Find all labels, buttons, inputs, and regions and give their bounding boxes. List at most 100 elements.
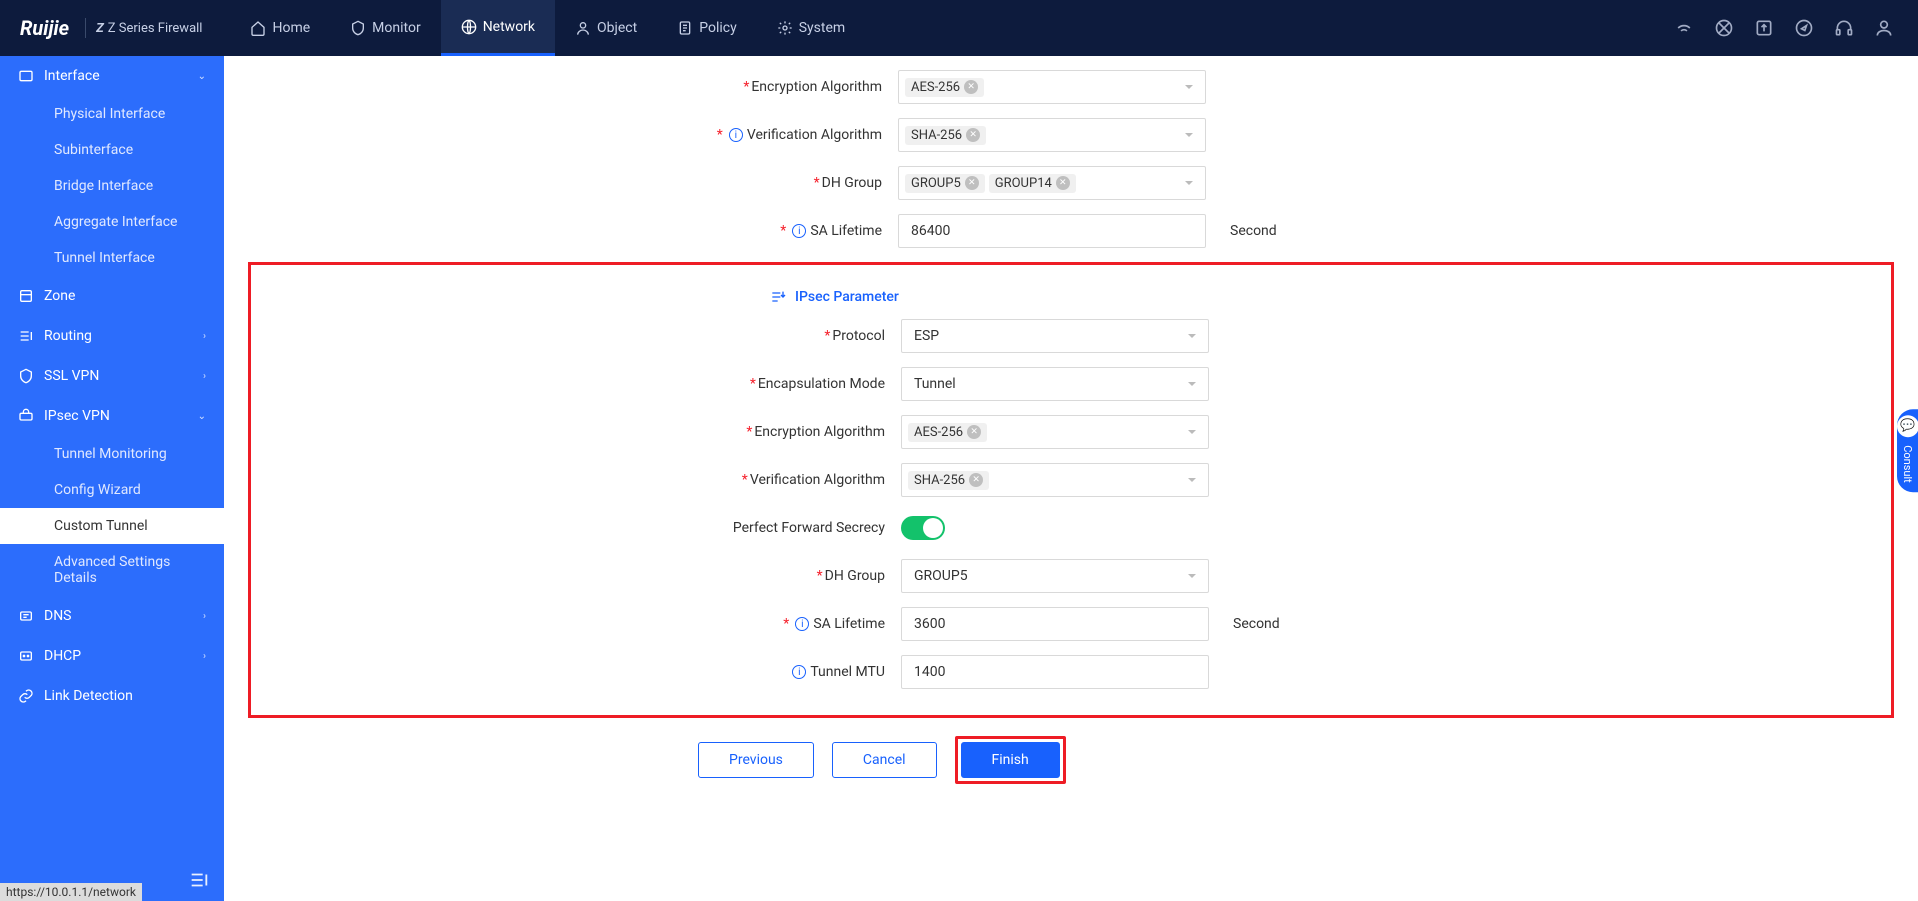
tag-remove-icon[interactable]: ✕ xyxy=(966,128,980,142)
tag-label: GROUP5 xyxy=(911,176,961,191)
info-icon[interactable]: i xyxy=(792,224,806,238)
tag-remove-icon[interactable]: ✕ xyxy=(964,80,978,94)
chevron-down-icon: ⌄ xyxy=(198,411,206,422)
ike-verification-label: Verification Algorithm xyxy=(747,127,882,143)
tag-label: SHA-256 xyxy=(911,128,962,143)
chevron-down-icon: ⌄ xyxy=(198,71,206,82)
gear-icon xyxy=(777,20,793,36)
info-icon[interactable]: i xyxy=(795,617,809,631)
ipsec-pfs-label: Perfect Forward Secrecy xyxy=(733,520,885,536)
routing-icon xyxy=(18,328,34,344)
chevron-right-icon: › xyxy=(203,371,206,382)
nav-policy[interactable]: Policy xyxy=(657,0,757,56)
sidebar-custom-tunnel[interactable]: Custom Tunnel xyxy=(0,508,224,544)
sidebar-routing[interactable]: Routing › xyxy=(0,316,224,356)
compass-icon[interactable] xyxy=(1794,18,1814,38)
tag-remove-icon[interactable]: ✕ xyxy=(967,425,981,439)
ipsec-protocol-label: Protocol xyxy=(832,328,885,344)
sidebar-zone-label: Zone xyxy=(44,288,75,304)
ike-sa-input[interactable] xyxy=(898,214,1206,248)
sidebar-dns[interactable]: DNS › xyxy=(0,596,224,636)
nav-home-label: Home xyxy=(272,20,310,36)
upload-icon[interactable] xyxy=(1754,18,1774,38)
tag-remove-icon[interactable]: ✕ xyxy=(969,473,983,487)
finish-highlight: Finish xyxy=(955,736,1066,784)
ike-verification-select[interactable]: SHA-256 ✕ xyxy=(898,118,1206,152)
ike-dh-label: DH Group xyxy=(822,175,882,191)
sidebar-tunnel-monitoring[interactable]: Tunnel Monitoring xyxy=(0,436,224,472)
dns-icon xyxy=(18,608,34,624)
sidebar-collapse-button[interactable] xyxy=(188,869,210,891)
sidebar-advanced-settings[interactable]: Advanced Settings Details xyxy=(0,544,224,596)
ipsec-encap-select[interactable]: Tunnel xyxy=(901,367,1209,401)
sidebar-zone[interactable]: Zone xyxy=(0,276,224,316)
sidebar-sslvpn[interactable]: SSL VPN › xyxy=(0,356,224,396)
sidebar-bridge-interface[interactable]: Bridge Interface xyxy=(0,168,224,204)
ipsec-sa-unit: Second xyxy=(1233,616,1280,632)
finish-button[interactable]: Finish xyxy=(961,742,1060,778)
sidebar-subinterface[interactable]: Subinterface xyxy=(0,132,224,168)
ipsec-mtu-label: Tunnel MTU xyxy=(810,664,885,680)
info-icon[interactable]: i xyxy=(792,665,806,679)
sidebar-tunnel-interface[interactable]: Tunnel Interface xyxy=(0,240,224,276)
sidebar-physical-interface[interactable]: Physical Interface xyxy=(0,96,224,132)
nav-system-label: System xyxy=(799,20,845,36)
nav-system[interactable]: System xyxy=(757,0,865,56)
ike-dh-select[interactable]: GROUP5✕ GROUP14✕ xyxy=(898,166,1206,200)
zone-icon xyxy=(18,288,34,304)
dhcp-icon xyxy=(18,648,34,664)
cancel-button[interactable]: Cancel xyxy=(832,742,937,778)
topbar-right-icons xyxy=(1674,18,1906,38)
ipsec-pfs-toggle[interactable] xyxy=(901,516,945,540)
nav-object[interactable]: Object xyxy=(555,0,657,56)
nav-monitor[interactable]: Monitor xyxy=(330,0,441,56)
ipsecvpn-icon xyxy=(18,408,34,424)
ipsec-protocol-select[interactable]: ESP xyxy=(901,319,1209,353)
ipsec-dh-select[interactable]: GROUP5 xyxy=(901,559,1209,593)
ike-sa-unit: Second xyxy=(1230,223,1277,239)
sidebar-aggregate-interface[interactable]: Aggregate Interface xyxy=(0,204,224,240)
ike-encryption-label: Encryption Algorithm xyxy=(751,79,882,95)
link-icon xyxy=(18,688,34,704)
chevron-right-icon: › xyxy=(203,651,206,662)
interface-icon xyxy=(18,68,34,84)
brand-logo: Ruijie xyxy=(12,16,77,40)
status-bar-url: https://10.0.1.1/network xyxy=(0,883,142,901)
sidebar-ipsecvpn-label: IPsec VPN xyxy=(44,408,110,424)
chevron-right-icon: › xyxy=(203,331,206,342)
ipsec-mtu-input[interactable] xyxy=(901,655,1209,689)
main-nav: Home Monitor Network Object Policy Syste… xyxy=(230,0,865,56)
headset-icon[interactable] xyxy=(1834,18,1854,38)
ike-sa-label: SA Lifetime xyxy=(810,223,882,239)
sidebar-sslvpn-label: SSL VPN xyxy=(44,368,99,384)
sidebar-dhcp-label: DHCP xyxy=(44,648,81,664)
doc-icon xyxy=(677,20,693,36)
sidebar-link-detection[interactable]: Link Detection xyxy=(0,676,224,716)
ipsec-sa-label: SA Lifetime xyxy=(813,616,885,632)
sslvpn-icon xyxy=(18,368,34,384)
ipsec-encryption-select[interactable]: AES-256✕ xyxy=(901,415,1209,449)
nav-network[interactable]: Network xyxy=(441,0,555,56)
nav-home[interactable]: Home xyxy=(230,0,330,56)
chevron-right-icon: › xyxy=(203,611,206,622)
select-value: ESP xyxy=(914,328,939,344)
select-value: Tunnel xyxy=(914,376,956,392)
sidebar-interface[interactable]: Interface ⌄ xyxy=(0,56,224,96)
ipsec-sa-input[interactable] xyxy=(901,607,1209,641)
sidebar-dns-label: DNS xyxy=(44,608,72,624)
info-icon[interactable]: i xyxy=(729,128,743,142)
sidebar-linkdetect-label: Link Detection xyxy=(44,688,133,704)
profile-icon[interactable] xyxy=(1874,18,1894,38)
previous-button[interactable]: Previous xyxy=(698,742,814,778)
sidebar: Interface ⌄ Physical Interface Subinterf… xyxy=(0,56,224,901)
tag-remove-icon[interactable]: ✕ xyxy=(1056,176,1070,190)
consult-tab[interactable]: Consult xyxy=(1897,409,1918,493)
sidebar-dhcp[interactable]: DHCP › xyxy=(0,636,224,676)
ipsec-verification-select[interactable]: SHA-256✕ xyxy=(901,463,1209,497)
sidebar-ipsecvpn[interactable]: IPsec VPN ⌄ xyxy=(0,396,224,436)
sidebar-config-wizard[interactable]: Config Wizard xyxy=(0,472,224,508)
tag-remove-icon[interactable]: ✕ xyxy=(965,176,979,190)
ball-icon[interactable] xyxy=(1714,18,1734,38)
wifi-icon[interactable] xyxy=(1674,18,1694,38)
ike-encryption-select[interactable]: AES-256✕ xyxy=(898,70,1206,104)
